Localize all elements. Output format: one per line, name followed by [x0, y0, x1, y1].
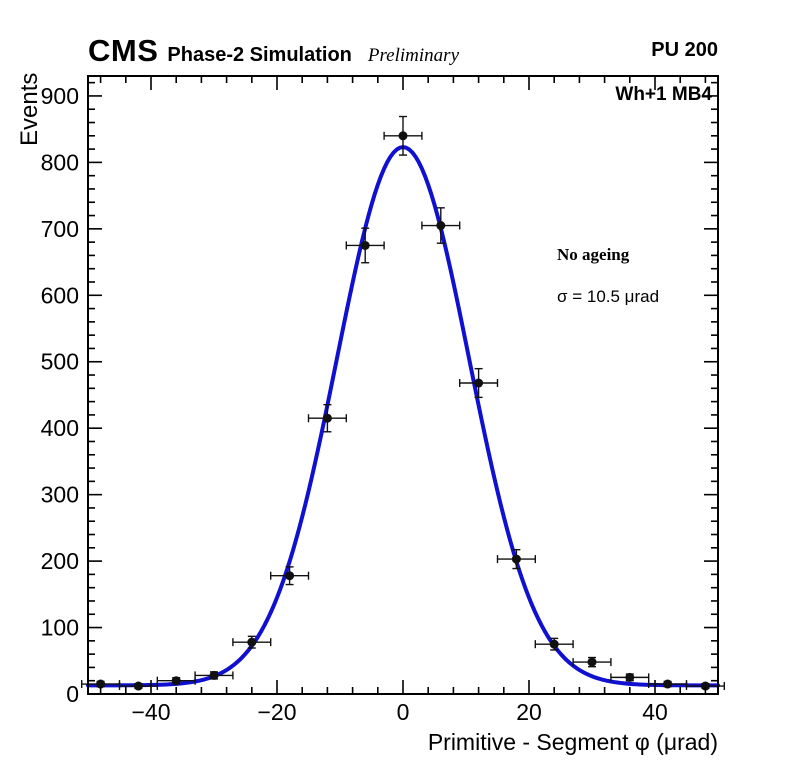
- x-axis-title: Primitive - Segment φ (μrad): [427, 729, 718, 755]
- data-marker: [587, 657, 597, 667]
- data-marker: [511, 554, 521, 564]
- data-marker: [549, 639, 559, 649]
- gaussian-fit-curve: [86, 145, 720, 688]
- y-tick-label: 200: [41, 548, 79, 574]
- y-tick-label: 300: [41, 482, 79, 508]
- data-marker: [360, 240, 370, 250]
- y-tick-label: 800: [41, 149, 79, 175]
- data-marker: [285, 571, 295, 581]
- data-marker: [700, 681, 710, 691]
- y-axis-title: Events: [16, 72, 43, 146]
- y-tick-label: 0: [66, 681, 79, 707]
- x-tick-label: 20: [516, 699, 542, 725]
- preliminary-label: Preliminary: [367, 45, 460, 66]
- x-tick-label: −20: [257, 699, 296, 725]
- x-tick-label: −40: [131, 699, 170, 725]
- sigma-annotation: σ = 10.5 μrad: [557, 287, 660, 306]
- data-marker: [663, 679, 673, 689]
- plot-frame: [87, 75, 719, 695]
- x-tick-label: 40: [642, 699, 668, 725]
- header: CMS Phase-2 Simulation Preliminary: [88, 33, 459, 69]
- y-tick-label: 100: [41, 615, 79, 641]
- data-marker: [625, 672, 635, 682]
- data-marker: [209, 670, 219, 680]
- region-label: Wh+1 MB4: [615, 84, 712, 105]
- simulation-label: Phase-2 Simulation: [167, 44, 352, 66]
- data-marker: [322, 413, 332, 423]
- y-tick-label: 900: [41, 83, 79, 109]
- data-marker: [96, 679, 106, 689]
- x-tick-label: 0: [397, 699, 410, 725]
- experiment-label: CMS: [88, 33, 159, 68]
- data-marker: [133, 681, 143, 691]
- y-tick-label: 500: [41, 349, 79, 375]
- pileup-label: PU 200: [651, 39, 718, 61]
- y-tick-label: 600: [41, 282, 79, 308]
- data-marker: [247, 637, 257, 647]
- ageing-annotation: No ageing: [557, 245, 630, 264]
- y-tick-label: 700: [41, 216, 79, 242]
- data-marker: [398, 131, 408, 141]
- data-marker: [474, 378, 484, 388]
- data-marker: [436, 221, 446, 231]
- data-marker: [171, 676, 181, 686]
- y-tick-label: 400: [41, 415, 79, 441]
